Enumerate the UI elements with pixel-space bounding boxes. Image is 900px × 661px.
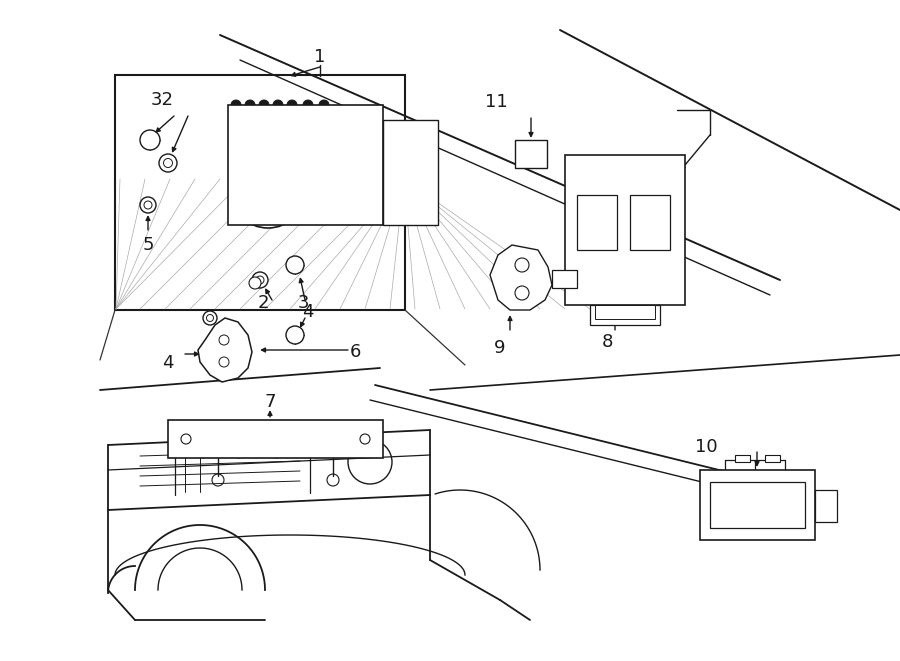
Circle shape (287, 100, 297, 110)
Bar (765, 455, 780, 462)
Text: 6: 6 (349, 343, 361, 361)
Text: 3: 3 (297, 294, 309, 312)
Bar (115, 75, 405, 310)
Bar (577, 195, 617, 250)
Text: 5: 5 (142, 236, 154, 254)
Bar (515, 140, 547, 168)
Circle shape (319, 100, 329, 110)
Bar (590, 305, 660, 325)
Bar (228, 105, 383, 225)
Bar (168, 420, 383, 458)
Circle shape (249, 277, 261, 289)
Bar (710, 482, 805, 528)
Circle shape (230, 152, 306, 228)
Text: 2: 2 (257, 294, 269, 312)
Text: 4: 4 (302, 303, 314, 321)
Polygon shape (198, 318, 252, 382)
Text: 1: 1 (314, 48, 326, 66)
Circle shape (286, 256, 304, 274)
Circle shape (159, 154, 177, 172)
Circle shape (231, 100, 241, 110)
Bar (735, 455, 750, 462)
Circle shape (245, 100, 255, 110)
Text: 9: 9 (494, 339, 506, 357)
Polygon shape (490, 245, 552, 310)
Circle shape (140, 130, 160, 150)
Circle shape (259, 100, 269, 110)
Circle shape (140, 197, 156, 213)
Bar (383, 120, 438, 225)
Text: 11: 11 (484, 93, 508, 111)
Circle shape (273, 100, 283, 110)
Bar (815, 490, 837, 522)
Bar (565, 155, 685, 305)
Text: 8: 8 (601, 333, 613, 351)
Circle shape (203, 311, 217, 325)
Circle shape (286, 326, 304, 344)
Circle shape (252, 272, 268, 288)
Circle shape (246, 168, 290, 212)
Text: 32: 32 (150, 91, 174, 109)
Bar (700, 470, 815, 540)
Bar (595, 305, 655, 319)
Text: 4: 4 (162, 354, 174, 372)
Text: 10: 10 (695, 438, 717, 456)
Bar (630, 195, 670, 250)
Bar (552, 270, 577, 288)
Circle shape (303, 100, 313, 110)
Text: 7: 7 (265, 393, 275, 411)
